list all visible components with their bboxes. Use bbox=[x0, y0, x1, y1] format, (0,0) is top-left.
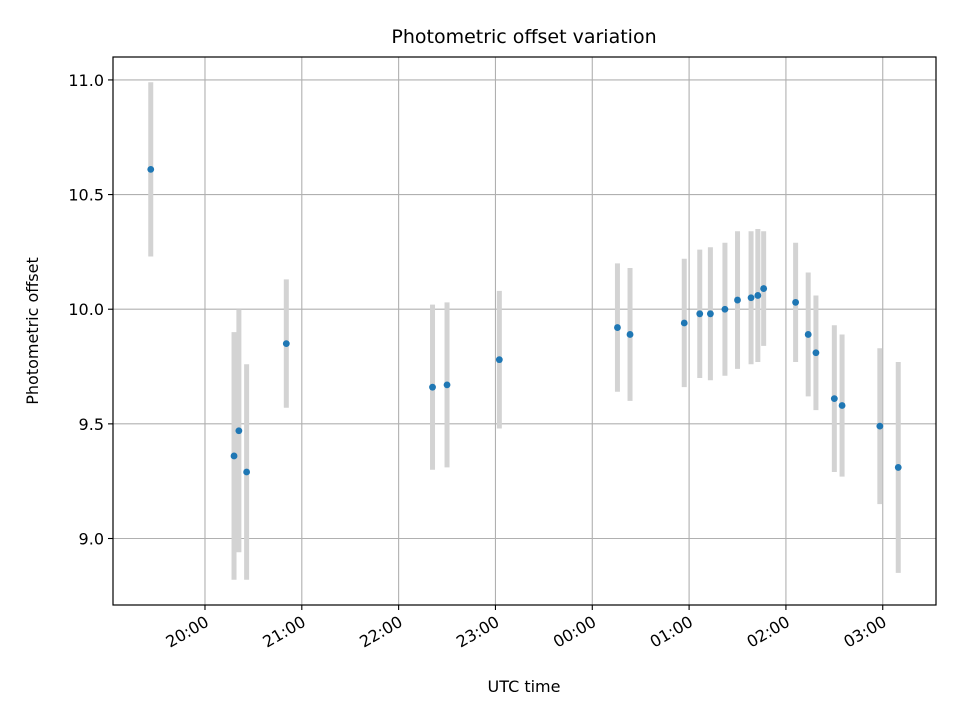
data-point bbox=[838, 402, 846, 409]
data-point bbox=[894, 464, 902, 471]
data-point bbox=[235, 427, 243, 435]
y-axis: 9.0 9.5 10.0 10.5 11.0 bbox=[68, 71, 113, 549]
data-point bbox=[792, 298, 800, 306]
chart-title: Photometric offset variation bbox=[391, 26, 656, 48]
y-tick-label: 10.5 bbox=[68, 186, 104, 205]
y-tick-label: 11.0 bbox=[68, 71, 104, 90]
data-point bbox=[243, 468, 251, 476]
data-point bbox=[804, 331, 812, 338]
y-tick-label: 9.0 bbox=[79, 530, 104, 549]
data-point bbox=[614, 324, 621, 331]
data-point bbox=[747, 294, 755, 302]
data-point bbox=[696, 310, 704, 318]
data-point bbox=[830, 395, 838, 403]
data-point bbox=[707, 310, 714, 318]
data-points bbox=[147, 165, 902, 476]
data-point bbox=[230, 452, 238, 460]
x-axis-label: UTC time bbox=[488, 677, 561, 696]
data-point bbox=[876, 422, 884, 430]
data-point bbox=[429, 383, 436, 391]
data-point bbox=[812, 349, 820, 357]
data-point bbox=[721, 305, 729, 313]
data-point bbox=[443, 381, 451, 389]
plot-frame bbox=[112, 56, 937, 606]
data-point bbox=[754, 292, 762, 299]
data-point bbox=[734, 296, 741, 304]
data-point bbox=[495, 356, 503, 364]
data-point bbox=[147, 165, 155, 173]
data-point bbox=[626, 331, 634, 338]
data-point bbox=[680, 319, 688, 327]
data-point bbox=[282, 340, 290, 348]
data-point bbox=[760, 285, 768, 292]
y-tick-label: 9.5 bbox=[79, 415, 104, 434]
y-tick-label: 10.0 bbox=[68, 300, 104, 319]
grid bbox=[113, 57, 936, 605]
y-axis-label: Photometric offset bbox=[23, 257, 42, 405]
